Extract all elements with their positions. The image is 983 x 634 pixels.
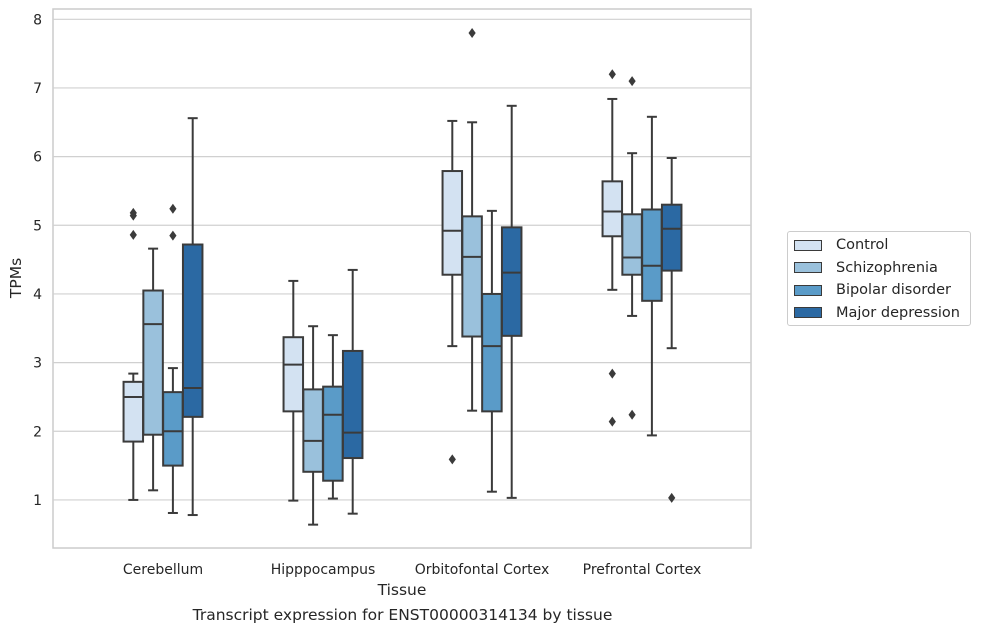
box [181,117,204,517]
box-iqr [162,391,184,467]
legend-item: Major depression [794,303,960,323]
box [500,104,523,499]
legend-swatch [794,284,822,296]
box-iqr [500,226,523,337]
box-iqr [122,380,145,443]
outlier-point [129,229,137,240]
outlier-point [668,492,676,503]
outlier-point [608,69,616,80]
box-iqr [621,213,643,276]
box-iqr [282,336,305,413]
legend-swatch [794,239,822,251]
x-tick-label: Orbitofontal Cortex [415,562,550,578]
y-tick-label: 1 [33,493,42,509]
series-control [122,69,624,502]
legend-label: Major depression [836,304,960,321]
box-series [122,28,683,526]
box [481,209,503,493]
series-major-depression [181,104,683,517]
box [302,325,324,526]
x-axis-ticks: Cerebellum Hipppocampus Orbitofontal Corte… [123,562,701,578]
outlier-point [169,203,177,214]
box-iqr [322,385,344,482]
box [142,247,164,492]
box-iqr [181,243,204,418]
outlier-point [129,210,137,221]
x-tick-label: Prefrontal Cortex [583,562,702,578]
y-tick-label: 8 [33,12,42,28]
box-iqr [481,292,503,413]
box [282,279,305,502]
box [461,28,483,412]
box-iqr [601,180,624,238]
box-iqr [660,203,683,272]
box-iqr [302,388,324,473]
box [322,334,344,500]
legend-label: Schizophrenia [836,259,938,276]
outlier-point [468,28,476,39]
y-axis-label: TPMs [7,258,25,299]
box-iqr [461,215,483,338]
outlier-point [628,76,636,87]
x-tick-label: Hipppocampus [271,562,376,578]
box [162,203,184,514]
series-bipolar-disorder [162,115,663,514]
legend-item: Control [794,235,888,255]
y-tick-label: 3 [33,356,42,372]
legend-item: Schizophrenia [794,258,938,278]
legend-swatch [794,307,822,318]
box-iqr [641,208,663,302]
box-iqr [441,170,464,276]
box [122,207,145,501]
outlier-point [608,416,616,427]
y-tick-label: 2 [33,424,42,440]
x-axis-label: Tissue [377,581,427,599]
legend-label: Bipolar disorder [836,282,951,298]
box [601,69,624,427]
box [660,156,683,503]
legend-label: Control [836,237,889,253]
y-tick-label: 4 [33,287,42,303]
legend-swatch [794,262,822,273]
box-iqr [142,289,164,436]
series-schizophrenia [142,28,643,526]
y-axis-ticks: 1 2 3 4 5 6 7 8 [33,12,42,509]
outlier-point [608,368,616,379]
box-iqr [341,349,364,460]
outlier-point [448,454,456,465]
y-tick-label: 5 [33,218,42,234]
box [341,268,364,515]
chart-title: Transcript expression for ENST0000031413… [192,606,613,624]
legend-item: Bipolar disorder [794,280,951,300]
legend: Control Schizophrenia Bipolar disorder Majo… [787,231,971,326]
x-tick-label: Cerebellum [123,562,203,578]
y-tick-label: 7 [33,81,42,97]
outlier-point [169,230,177,241]
outlier-point [628,409,636,420]
y-tick-label: 6 [33,150,42,166]
